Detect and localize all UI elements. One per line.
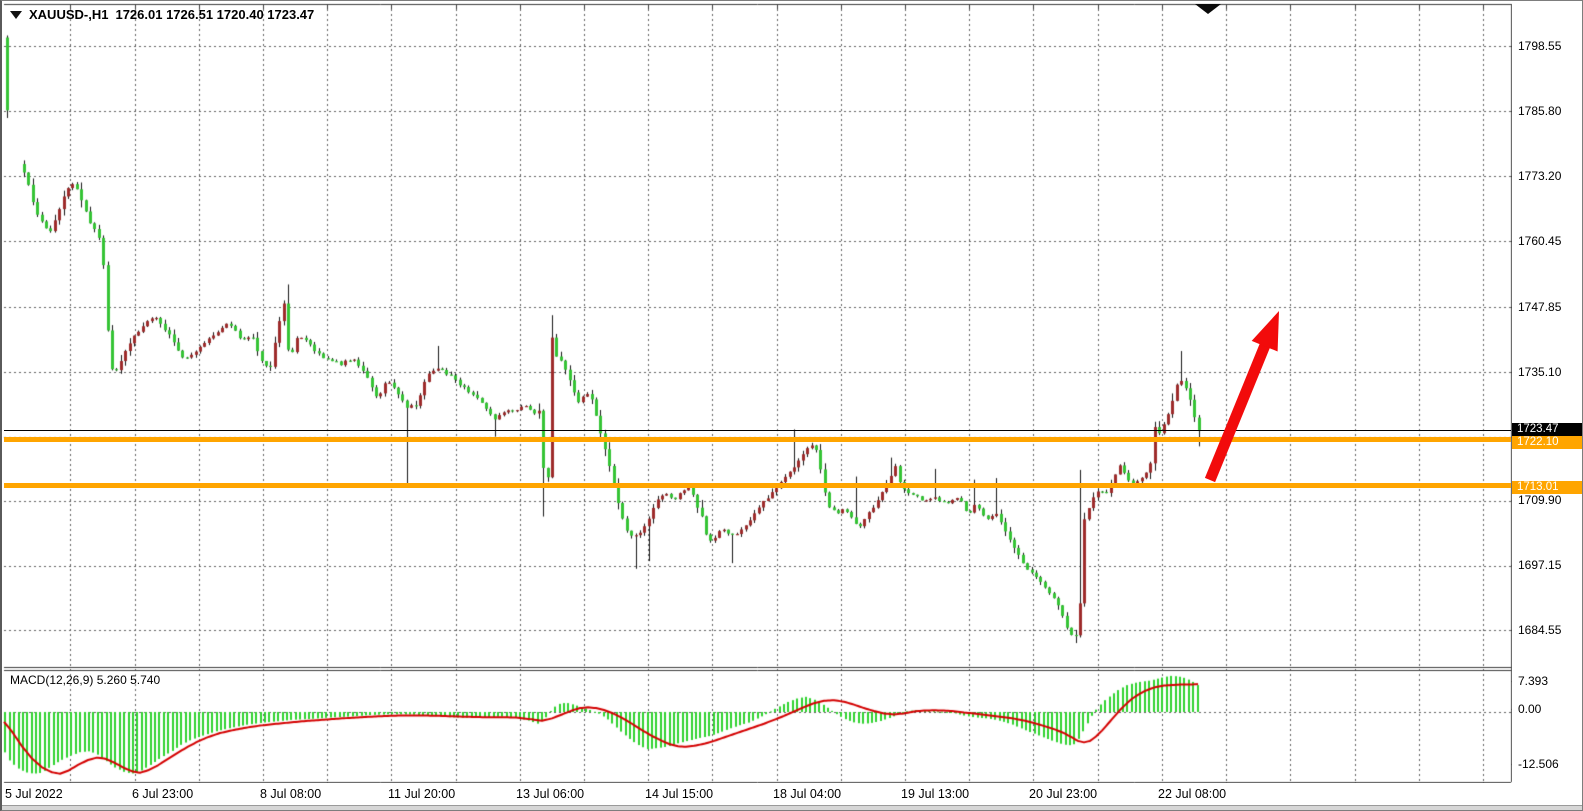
last-price-line — [4, 430, 1511, 431]
chart-title-symbol: XAUUSD-,H1 — [29, 7, 109, 22]
macd-name: MACD(12,26,9) — [10, 673, 94, 687]
price-axis-label: 7.393 — [1518, 674, 1549, 688]
time-axis-label: 11 Jul 20:00 — [388, 787, 456, 801]
time-axis-label: 13 Jul 06:00 — [516, 787, 585, 801]
macd-value-main: 5.260 — [96, 673, 127, 687]
price-axis-label: 1798.55 — [1518, 39, 1562, 53]
macd-label: MACD(12,26,9) 5.260 5.740 — [10, 673, 160, 687]
chart-shift-icon[interactable] — [1195, 4, 1221, 14]
time-axis-label: 14 Jul 15:00 — [645, 787, 714, 801]
time-axis-label: 22 Jul 08:00 — [1158, 787, 1227, 801]
price-axis-label: 1709.90 — [1518, 493, 1562, 507]
title-bar: XAUUSD-,H1 1726.01 1726.51 1720.40 1723.… — [10, 7, 314, 22]
macd-value-signal: 5.740 — [130, 673, 161, 687]
price-axis-label: 1684.55 — [1518, 623, 1562, 637]
price-axis-label: 1735.10 — [1518, 365, 1562, 379]
price-tag-last: 1723.47 — [1512, 422, 1582, 436]
price-axis-label: 1747.85 — [1518, 300, 1562, 314]
chart-title-ohlc: 1726.01 1726.51 1720.40 1723.47 — [115, 7, 315, 22]
resistance-line[interactable] — [4, 437, 1511, 442]
time-axis-label: 19 Jul 13:00 — [901, 787, 970, 801]
price-axis[interactable]: 1723.47 1722.10 1713.01 1798.55 1785.80 17… — [1512, 1, 1582, 782]
time-axis[interactable]: 5 Jul 2022 6 Jul 23:00 8 Jul 08:00 11 Jul 2… — [2, 783, 1512, 805]
time-axis-label: 18 Jul 04:00 — [773, 787, 842, 801]
price-axis-label: 1773.20 — [1518, 169, 1562, 183]
window-bottom-border — [2, 805, 1582, 810]
price-tag-support: 1713.01 — [1512, 480, 1582, 494]
price-axis-label: -12.506 — [1518, 757, 1559, 771]
support-line[interactable] — [4, 482, 1511, 488]
symbol-dropdown-icon[interactable] — [10, 10, 22, 19]
price-axis-label: 1760.45 — [1518, 234, 1562, 248]
price-axis-label: 1697.15 — [1518, 558, 1562, 572]
time-axis-label: 5 Jul 2022 — [5, 787, 63, 801]
price-axis-label: 1785.80 — [1518, 104, 1562, 118]
time-axis-label: 6 Jul 23:00 — [132, 787, 194, 801]
time-axis-label: 20 Jul 23:00 — [1029, 787, 1098, 801]
price-axis-label: 0.00 — [1518, 702, 1542, 716]
price-tag-resistance: 1722.10 — [1512, 435, 1582, 449]
time-axis-label: 8 Jul 08:00 — [260, 787, 322, 801]
